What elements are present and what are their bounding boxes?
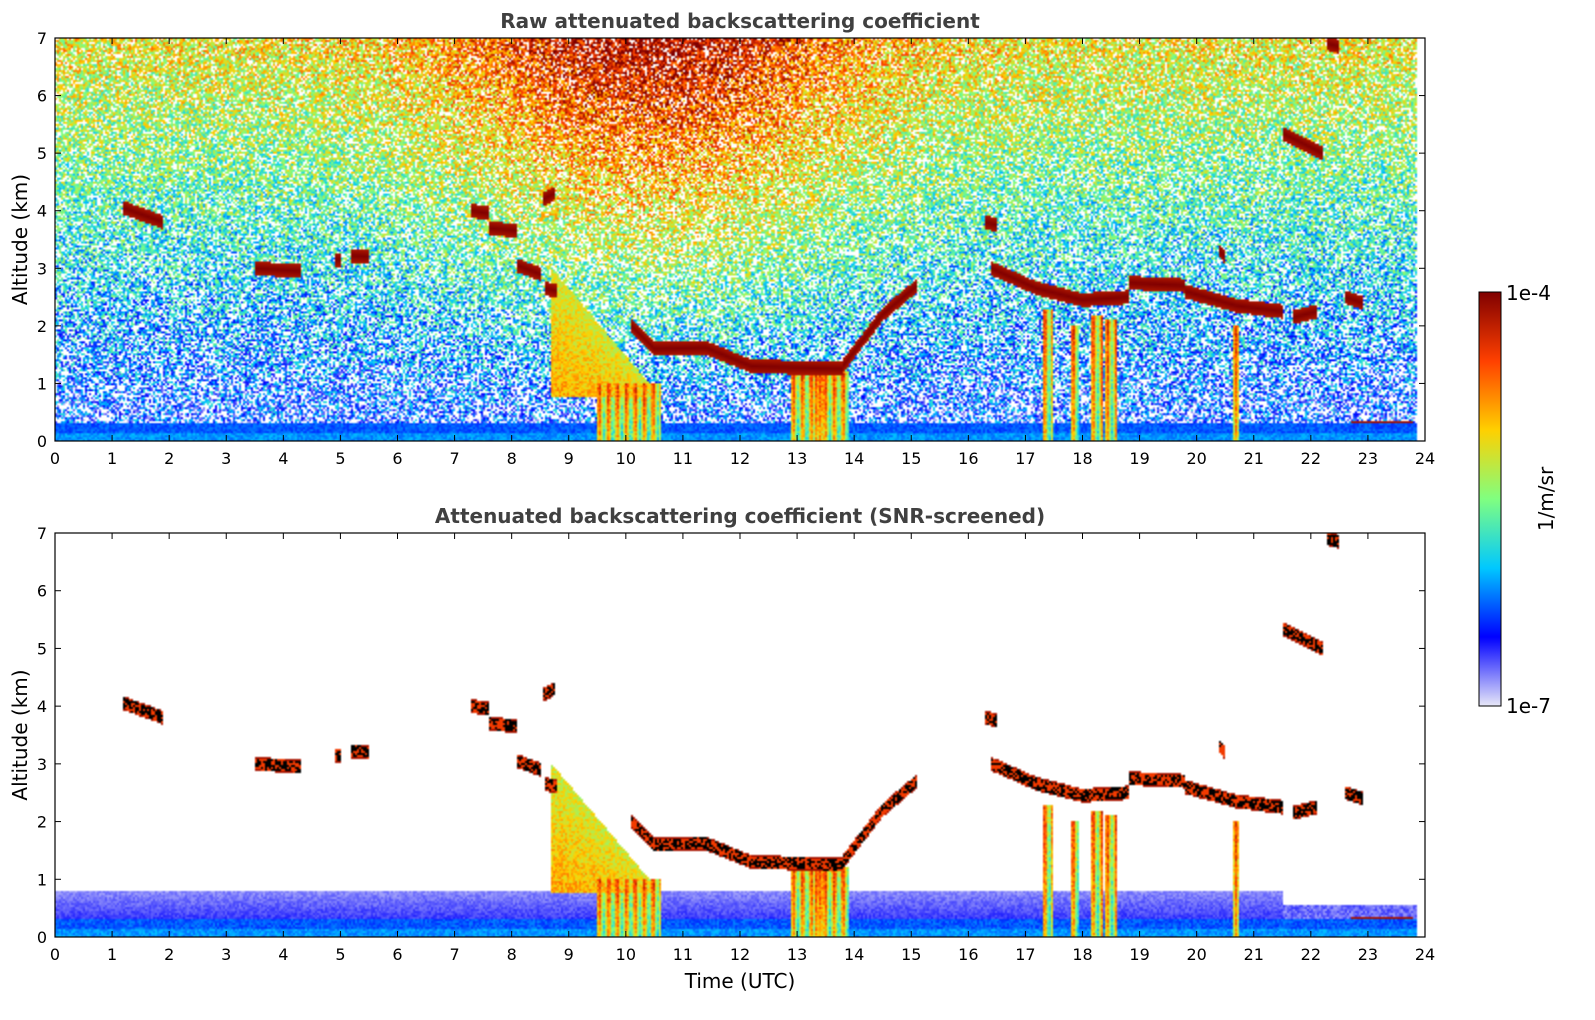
x-tick-label: 23 <box>1358 449 1378 468</box>
colorbar-max-label: 1e-4 <box>1506 281 1551 305</box>
x-tick-label: 23 <box>1358 945 1378 964</box>
ticks-raw: 0 1 2 3 4 5 6 7 8 9 10 11 12 13 14 15 16 17 18 19 20 21 22 23 24… <box>37 29 1435 468</box>
x-tick-label: 22 <box>1301 449 1321 468</box>
x-tick-label: 13 <box>787 945 807 964</box>
x-tick-label: 16 <box>958 449 978 468</box>
x-tick-label: 9 <box>564 449 574 468</box>
x-tick-label: 15 <box>901 945 921 964</box>
y-tick-label: 7 <box>37 29 47 48</box>
x-tick-label: 3 <box>221 449 231 468</box>
y-tick-label: 0 <box>37 928 47 947</box>
x-tick-label: 10 <box>616 945 636 964</box>
y-tick-label: 4 <box>37 697 47 716</box>
colorbar-min-label: 1e-7 <box>1506 694 1551 718</box>
x-tick-label: 19 <box>1129 449 1149 468</box>
x-tick-label: 1 <box>107 945 117 964</box>
colorbar: 1e-4 1e-7 1/m/sr <box>1478 281 1558 718</box>
y-axis-label-screened: Altitude (km) <box>8 669 32 800</box>
y-tick-label: 6 <box>37 87 47 106</box>
x-tick-label: 1 <box>107 449 117 468</box>
x-tick-label: 4 <box>278 449 288 468</box>
x-tick-label: 2 <box>164 945 174 964</box>
y-tick-label: 3 <box>37 755 47 774</box>
x-tick-label: 19 <box>1129 945 1149 964</box>
heatmap-screened <box>55 533 1425 937</box>
y-tick-label: 5 <box>37 144 47 163</box>
y-tick-label: 2 <box>37 813 47 832</box>
x-tick-label: 8 <box>507 449 517 468</box>
x-tick-label: 4 <box>278 945 288 964</box>
panel-raw: Raw attenuated backscattering coefficien… <box>8 9 1435 468</box>
x-tick-label: 6 <box>392 449 402 468</box>
x-axis-label: Time (UTC) <box>684 969 796 993</box>
y-tick-label: 3 <box>37 259 47 278</box>
x-tick-label: 16 <box>958 945 978 964</box>
x-tick-label: 11 <box>673 449 693 468</box>
x-tick-label: 21 <box>1244 945 1264 964</box>
y-tick-label: 6 <box>37 582 47 601</box>
x-tick-label: 2 <box>164 449 174 468</box>
colorbar-unit-label: 1/m/sr <box>1534 466 1558 531</box>
x-tick-label: 5 <box>335 945 345 964</box>
colorbar-gradient <box>1478 291 1502 707</box>
x-tick-label: 21 <box>1244 449 1264 468</box>
x-tick-label: 12 <box>730 945 750 964</box>
y-tick-label: 1 <box>37 374 47 393</box>
y-tick-label: 2 <box>37 317 47 336</box>
x-tick-label: 5 <box>335 449 345 468</box>
x-tick-label: 15 <box>901 449 921 468</box>
y-axis-label-raw: Altitude (km) <box>8 174 32 305</box>
x-tick-label: 24 <box>1415 945 1435 964</box>
x-tick-label: 10 <box>616 449 636 468</box>
x-tick-label: 18 <box>1072 945 1092 964</box>
x-tick-label: 22 <box>1301 945 1321 964</box>
y-tick-label: 4 <box>37 202 47 221</box>
panel-title-screened: Attenuated backscattering coefficient (S… <box>435 504 1045 528</box>
x-tick-label: 6 <box>392 945 402 964</box>
x-tick-label: 17 <box>1015 945 1035 964</box>
panel-screened: Attenuated backscattering coefficient (S… <box>8 504 1435 993</box>
y-tick-label: 1 <box>37 870 47 889</box>
x-tick-label: 11 <box>673 945 693 964</box>
x-tick-label: 14 <box>844 449 864 468</box>
x-tick-label: 20 <box>1186 945 1206 964</box>
x-tick-label: 24 <box>1415 449 1435 468</box>
x-tick-label: 17 <box>1015 449 1035 468</box>
x-tick-label: 7 <box>449 449 459 468</box>
y-tick-label: 0 <box>37 432 47 451</box>
x-tick-label: 9 <box>564 945 574 964</box>
x-tick-label: 8 <box>507 945 517 964</box>
ticks-screened: 0 1 2 3 4 5 6 7 8 9 10 11 12 13 14 15 16 17 18 19 20 21 22 23 24… <box>37 524 1435 964</box>
x-tick-label: 13 <box>787 449 807 468</box>
y-tick-label: 5 <box>37 639 47 658</box>
x-tick-label: 0 <box>50 449 60 468</box>
x-tick-label: 0 <box>50 945 60 964</box>
heatmap-raw <box>55 38 1425 441</box>
x-tick-label: 14 <box>844 945 864 964</box>
y-tick-label: 7 <box>37 524 47 543</box>
panel-title-raw: Raw attenuated backscattering coefficien… <box>500 9 980 33</box>
x-tick-label: 3 <box>221 945 231 964</box>
x-tick-label: 18 <box>1072 449 1092 468</box>
x-tick-label: 7 <box>449 945 459 964</box>
x-tick-label: 12 <box>730 449 750 468</box>
x-tick-label: 20 <box>1186 449 1206 468</box>
